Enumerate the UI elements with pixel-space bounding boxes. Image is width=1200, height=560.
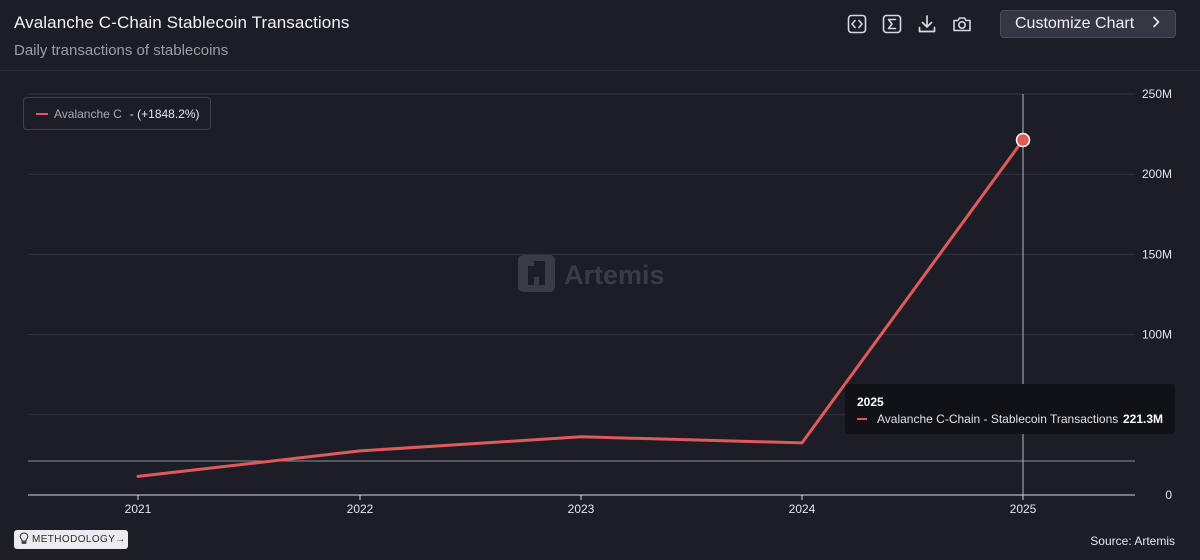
embed-code-icon[interactable] [844, 11, 870, 37]
lightbulb-icon [19, 531, 29, 549]
series-line[interactable] [136, 138, 1025, 478]
tooltip-series: Avalanche C-Chain - Stablecoin Transacti… [877, 412, 1119, 426]
watermark-text: Artemis [564, 260, 665, 290]
legend-change: - (+1848.2%) [129, 106, 200, 121]
x-tick-label: 2023 [568, 502, 595, 516]
chevron-right-icon [1151, 15, 1161, 33]
legend-swatch [36, 112, 48, 115]
legend[interactable]: Avalanche C - (+1848.2%) [23, 97, 211, 130]
download-icon[interactable] [914, 11, 940, 37]
chart-header: Avalanche C-Chain Stablecoin Transaction… [0, 0, 1200, 70]
methodology-label: METHODOLOGY→ [32, 534, 126, 545]
sigma-icon[interactable] [879, 11, 905, 37]
y-tick-label: 200M [1142, 167, 1172, 181]
x-tick-label: 2025 [1010, 502, 1037, 516]
chart-toolbar: Customize Chart [844, 10, 1176, 38]
tooltip-title: 2025 [857, 395, 884, 409]
axes: 0 100M 150M 200M 250M 2021 2022 2023 2024 2025 [28, 87, 1172, 516]
series [136, 132, 1031, 478]
y-tick-label: 100M [1142, 328, 1172, 342]
artemis-watermark: Artemis [518, 255, 665, 292]
tooltip-value: 221.3M [1122, 412, 1163, 426]
line-chart[interactable]: Artemis 0 100M 150M 200M 250M 2021 2022 2023 202… [0, 71, 1200, 531]
camera-icon[interactable] [949, 11, 975, 37]
x-tick-label: 2022 [347, 502, 374, 516]
grid-lines [28, 93, 1135, 495]
x-tick-label: 2021 [125, 502, 152, 516]
customize-chart-button[interactable]: Customize Chart [1000, 10, 1176, 38]
chart-title: Avalanche C-Chain Stablecoin Transaction… [14, 13, 350, 32]
y-tick-label: 150M [1142, 247, 1172, 261]
y-tick-label: 0 [1165, 488, 1172, 502]
chart-tooltip: 2025 Avalanche C-Chain - Stablecoin Tran… [845, 384, 1175, 434]
highlighted-data-point[interactable] [1015, 132, 1031, 148]
tooltip-row: Avalanche C-Chain - Stablecoin Transacti… [857, 412, 1163, 426]
tooltip-swatch [857, 418, 867, 420]
legend-series-name: Avalanche C [54, 106, 122, 121]
x-tick-label: 2024 [789, 502, 816, 516]
methodology-button[interactable]: METHODOLOGY→ [14, 530, 128, 549]
source-label: Source: Artemis [1090, 534, 1175, 548]
customize-chart-label: Customize Chart [1015, 15, 1135, 32]
header-divider [0, 70, 1200, 71]
y-tick-label: 250M [1142, 87, 1172, 101]
chart-subtitle: Daily transactions of stablecoins [14, 42, 229, 59]
